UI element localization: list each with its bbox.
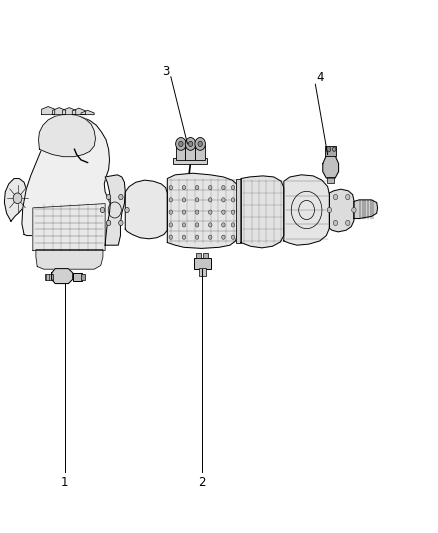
Bar <box>236 179 241 243</box>
Circle shape <box>352 207 356 213</box>
Circle shape <box>169 223 173 227</box>
Polygon shape <box>125 180 167 239</box>
Circle shape <box>182 210 186 214</box>
Circle shape <box>182 235 186 239</box>
Circle shape <box>231 185 235 190</box>
Bar <box>73 273 82 281</box>
Bar <box>196 253 201 258</box>
Polygon shape <box>167 173 237 248</box>
Bar <box>185 145 195 160</box>
Circle shape <box>231 198 235 202</box>
Polygon shape <box>53 108 66 115</box>
Circle shape <box>195 185 199 190</box>
Circle shape <box>195 210 199 214</box>
Bar <box>203 253 208 258</box>
Polygon shape <box>72 108 85 115</box>
Circle shape <box>169 235 173 239</box>
Bar <box>199 268 206 276</box>
Circle shape <box>231 223 235 227</box>
Polygon shape <box>33 204 105 251</box>
Text: 4: 4 <box>316 71 324 84</box>
Circle shape <box>208 210 212 214</box>
Circle shape <box>231 210 235 214</box>
Polygon shape <box>105 175 125 245</box>
Circle shape <box>185 138 196 150</box>
Polygon shape <box>39 115 95 157</box>
Polygon shape <box>329 189 354 232</box>
Circle shape <box>169 185 173 190</box>
Circle shape <box>208 185 212 190</box>
Polygon shape <box>36 249 103 269</box>
Circle shape <box>125 207 129 213</box>
Circle shape <box>222 235 225 239</box>
Circle shape <box>333 195 338 200</box>
Bar <box>195 145 205 160</box>
Circle shape <box>333 220 338 225</box>
Circle shape <box>346 195 350 200</box>
Circle shape <box>188 141 193 147</box>
Circle shape <box>208 235 212 239</box>
Circle shape <box>326 147 331 152</box>
Circle shape <box>195 198 199 202</box>
Circle shape <box>169 210 173 214</box>
Circle shape <box>208 223 212 227</box>
Polygon shape <box>81 110 94 115</box>
Bar <box>327 177 334 183</box>
Circle shape <box>195 223 199 227</box>
Text: 3: 3 <box>162 66 169 78</box>
Polygon shape <box>42 107 55 115</box>
Bar <box>176 145 185 160</box>
Polygon shape <box>354 200 378 219</box>
Circle shape <box>179 141 183 147</box>
Circle shape <box>100 207 105 213</box>
Circle shape <box>195 235 199 239</box>
Polygon shape <box>22 116 113 253</box>
Circle shape <box>208 198 212 202</box>
Circle shape <box>182 223 186 227</box>
Polygon shape <box>323 156 339 178</box>
Circle shape <box>222 223 225 227</box>
Circle shape <box>182 185 186 190</box>
Polygon shape <box>4 179 26 221</box>
Circle shape <box>195 138 205 150</box>
Circle shape <box>198 141 202 147</box>
Polygon shape <box>284 175 329 245</box>
Circle shape <box>119 195 123 200</box>
Bar <box>173 158 207 164</box>
Bar <box>81 274 85 280</box>
Circle shape <box>106 220 111 225</box>
Circle shape <box>176 138 186 150</box>
Circle shape <box>332 147 336 151</box>
Bar <box>45 274 53 280</box>
Polygon shape <box>52 269 73 284</box>
Circle shape <box>222 185 225 190</box>
Circle shape <box>231 235 235 239</box>
Bar <box>325 146 336 156</box>
Circle shape <box>119 220 123 225</box>
Circle shape <box>169 198 173 202</box>
Bar <box>194 258 211 269</box>
Circle shape <box>346 220 350 225</box>
Text: 2: 2 <box>198 476 206 489</box>
Circle shape <box>106 195 111 200</box>
Polygon shape <box>241 176 284 248</box>
Circle shape <box>222 210 225 214</box>
Circle shape <box>222 198 225 202</box>
Circle shape <box>182 198 186 202</box>
Text: 1: 1 <box>61 476 69 489</box>
Polygon shape <box>63 108 76 115</box>
Circle shape <box>13 193 22 204</box>
Circle shape <box>327 207 332 213</box>
